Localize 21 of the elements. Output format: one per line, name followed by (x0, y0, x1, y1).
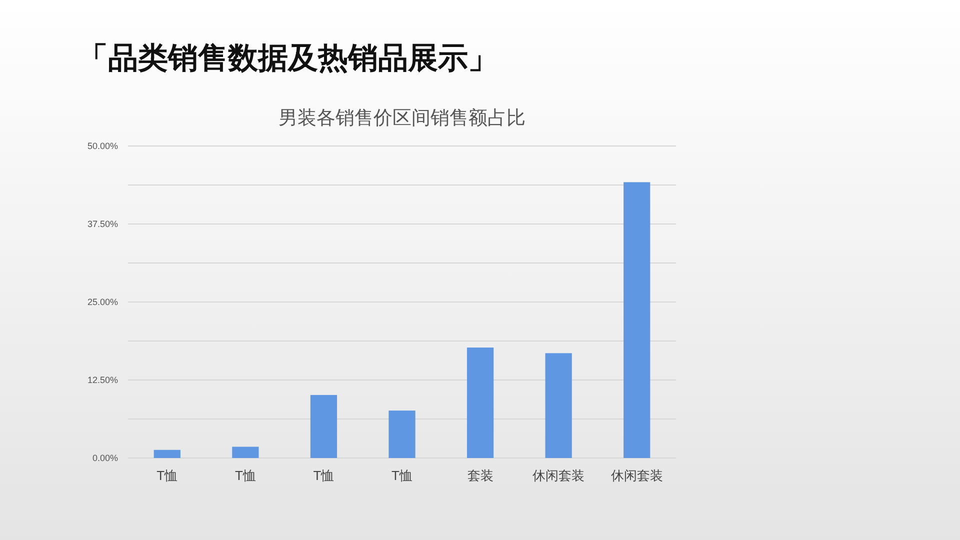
chart-subtitle: 男装各销售价区间销售额占比 (278, 107, 526, 129)
bar (154, 450, 180, 458)
bar (624, 182, 650, 458)
y-tick-label: 37.50% (87, 219, 118, 229)
chart-title: 「品类销售数据及热销品展示」 (78, 42, 498, 75)
y-tick-label: 50.00% (87, 141, 118, 151)
bar (310, 394, 338, 458)
bar (388, 410, 416, 458)
y-tick-label: 25.00% (87, 297, 118, 307)
bar (466, 348, 494, 458)
y-tick-label: 12.50% (87, 375, 118, 385)
x-tick-label: 休闲套装 (610, 468, 663, 483)
x-tick-label: T恤 (313, 468, 334, 483)
y-tick-label: 0.00% (92, 453, 118, 463)
bar (545, 353, 572, 458)
x-tick-label: T恤 (234, 468, 256, 483)
x-tick-label: 套装 (467, 468, 494, 483)
bar (232, 446, 259, 458)
x-tick-label: T恤 (392, 468, 412, 483)
x-tick-label: T恤 (156, 468, 178, 483)
x-tick-label: 休闲套装 (532, 468, 585, 483)
